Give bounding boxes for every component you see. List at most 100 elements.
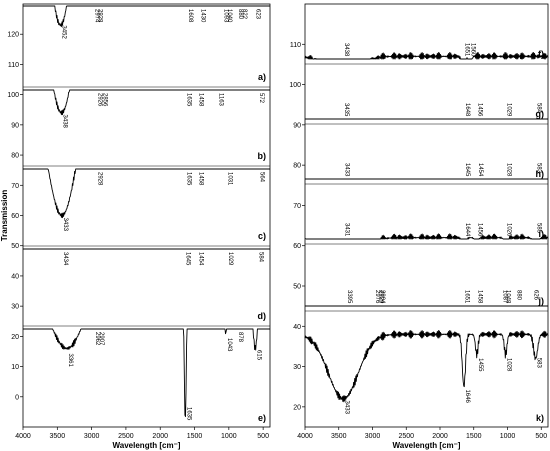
x-tick-label: 1000 [500, 433, 516, 440]
peak-label: 3433 [62, 218, 68, 232]
peak-label: 1455 [477, 358, 483, 372]
peak-label: 1454 [198, 252, 204, 266]
x-tick-label: 1000 [221, 433, 237, 440]
panel-label-c: c) [258, 231, 266, 241]
x-tick-label: 3000 [84, 433, 100, 440]
peak-label: 878 [237, 332, 243, 343]
x-tick-label: 2500 [398, 433, 414, 440]
y-tick-label: 110 [290, 42, 301, 49]
spectrum-line-i [304, 233, 549, 240]
peak-label: 2926 [97, 93, 103, 107]
peak-label: 3434 [62, 252, 68, 266]
peak-label: 3361 [67, 353, 73, 367]
peak-label: 572 [258, 93, 264, 104]
peak-label: 1093 [222, 9, 228, 23]
peak-label: 1028 [506, 358, 512, 372]
x-tick-label: 2000 [432, 433, 448, 440]
peak-label: 1635 [185, 407, 191, 421]
peak-label: 2962 [94, 332, 100, 346]
x-tick-label: 1500 [187, 433, 203, 440]
panel-label-k: k) [536, 413, 544, 423]
peak-label: 1026 [506, 223, 512, 237]
spectrum-line-e [23, 328, 270, 418]
y-tick-label: 100 [7, 92, 19, 99]
spectrum-line-c [23, 168, 270, 219]
x-axis-title: Wavelength [cm⁻] [393, 441, 461, 450]
panel-label-b: b) [258, 151, 267, 161]
peak-label: 1648 [464, 103, 470, 117]
panel-label-i: i) [539, 229, 545, 239]
y-tick-label: 50 [293, 284, 301, 291]
spectrum-line-a [23, 5, 270, 28]
peak-label: 615 [255, 350, 261, 361]
y-tick-label: 40 [293, 324, 301, 331]
peak-label: 3435 [343, 103, 349, 117]
peak-label: 1635 [185, 172, 191, 186]
panel-label-h: h) [536, 169, 545, 179]
y-tick-label: 80 [11, 153, 19, 160]
peak-label: 1029 [506, 103, 512, 117]
x-tick-label: 3500 [50, 433, 66, 440]
y-tick-label: 50 [11, 243, 19, 250]
peak-label: 822 [241, 9, 247, 20]
panel-label-e: e) [258, 413, 266, 423]
peak-label: 3438 [343, 43, 349, 57]
peak-label: 3431 [343, 223, 349, 237]
peak-label: 1645 [185, 252, 191, 266]
spectrum-line-b [23, 89, 270, 116]
peak-label: 1458 [197, 172, 203, 186]
x-tick-label: 3500 [331, 433, 347, 440]
panel-label-f: f) [538, 49, 544, 59]
x-tick-label: 4000 [297, 433, 313, 440]
peak-label: 2904 [379, 290, 385, 304]
y-tick-label: 30 [11, 304, 19, 311]
peak-label: 2976 [374, 290, 380, 304]
peak-label: 1430 [199, 9, 205, 23]
peak-label: 1608 [187, 9, 193, 23]
peak-label: 585 [536, 223, 542, 234]
panel-label-j: j) [538, 296, 545, 306]
peak-label: 1048 [504, 290, 510, 304]
panel-label-d: d) [258, 311, 267, 321]
y-tick-label: 70 [11, 183, 19, 190]
peak-label: 1043 [226, 338, 232, 352]
peak-label: 1645 [464, 163, 470, 177]
y-tick-label: 60 [11, 213, 19, 220]
x-tick-label: 3000 [365, 433, 381, 440]
x-tick-label: 4000 [15, 433, 31, 440]
peak-label: 1031 [227, 172, 233, 186]
peak-label: 3395 [346, 290, 352, 304]
x-tick-label: 500 [535, 433, 547, 440]
plot-frame-1 [304, 3, 549, 428]
y-tick-label: 70 [293, 203, 301, 210]
peak-label: 1028 [506, 163, 512, 177]
peak-label: 1456 [477, 223, 483, 237]
panel-label-g: g) [536, 109, 545, 119]
peak-label: 880 [237, 9, 243, 20]
y-tick-label: 60 [293, 243, 301, 250]
x-tick-label: 500 [257, 433, 269, 440]
peak-label: 1087 [502, 290, 508, 304]
peak-label: 1560 [470, 43, 476, 57]
peak-label: 2974 [93, 9, 99, 23]
peak-label: 584 [536, 103, 542, 114]
y-tick-label: 0 [15, 394, 19, 401]
peak-label: 1029 [227, 252, 233, 266]
spectrum-line-f [304, 51, 549, 60]
panel-label-a: a) [258, 72, 266, 82]
peak-label: 583 [536, 163, 542, 174]
peak-label: 2856 [101, 93, 107, 107]
peak-label: 1644 [464, 223, 470, 237]
y-tick-label: 20 [11, 334, 19, 341]
y-tick-label: 110 [8, 62, 19, 69]
peak-label: 3433 [343, 163, 349, 177]
peak-label: 1040 [226, 9, 232, 23]
y-tick-label: 90 [11, 122, 19, 129]
peak-label: 1651 [464, 290, 470, 304]
peak-label: 3433 [343, 401, 349, 415]
peak-label: 1651 [464, 43, 470, 57]
spectrum-line-k [304, 329, 549, 403]
y-tick-label: 80 [293, 163, 301, 170]
peak-label: 1635 [185, 93, 191, 107]
